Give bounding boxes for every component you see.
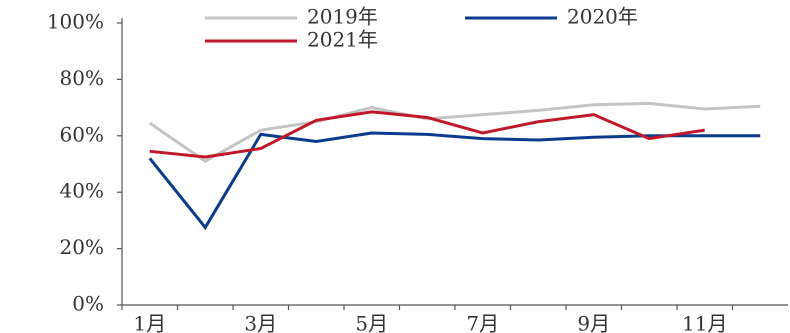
y-tick-label: 60% bbox=[60, 122, 104, 146]
y-tick-label: 20% bbox=[60, 235, 104, 259]
series-line bbox=[148, 131, 761, 231]
y-tick-label: 100% bbox=[47, 10, 104, 34]
y-tick-label: 0% bbox=[72, 292, 104, 316]
x-tick-label: 9月 bbox=[577, 312, 610, 333]
x-tick-label: 5月 bbox=[355, 312, 388, 333]
series-line bbox=[149, 110, 705, 159]
x-tick-label: 3月 bbox=[244, 312, 277, 333]
x-tick-label: 1月 bbox=[133, 312, 166, 333]
legend-label: 2021年 bbox=[307, 28, 378, 52]
legend-label: 2019年 bbox=[307, 5, 378, 29]
series-line bbox=[148, 101, 761, 163]
legend-label: 2020年 bbox=[567, 5, 638, 29]
y-tick-label: 40% bbox=[60, 179, 104, 203]
y-tick-label: 80% bbox=[60, 66, 104, 90]
x-tick-label: 11月 bbox=[682, 312, 727, 333]
x-tick-label: 7月 bbox=[466, 312, 499, 333]
